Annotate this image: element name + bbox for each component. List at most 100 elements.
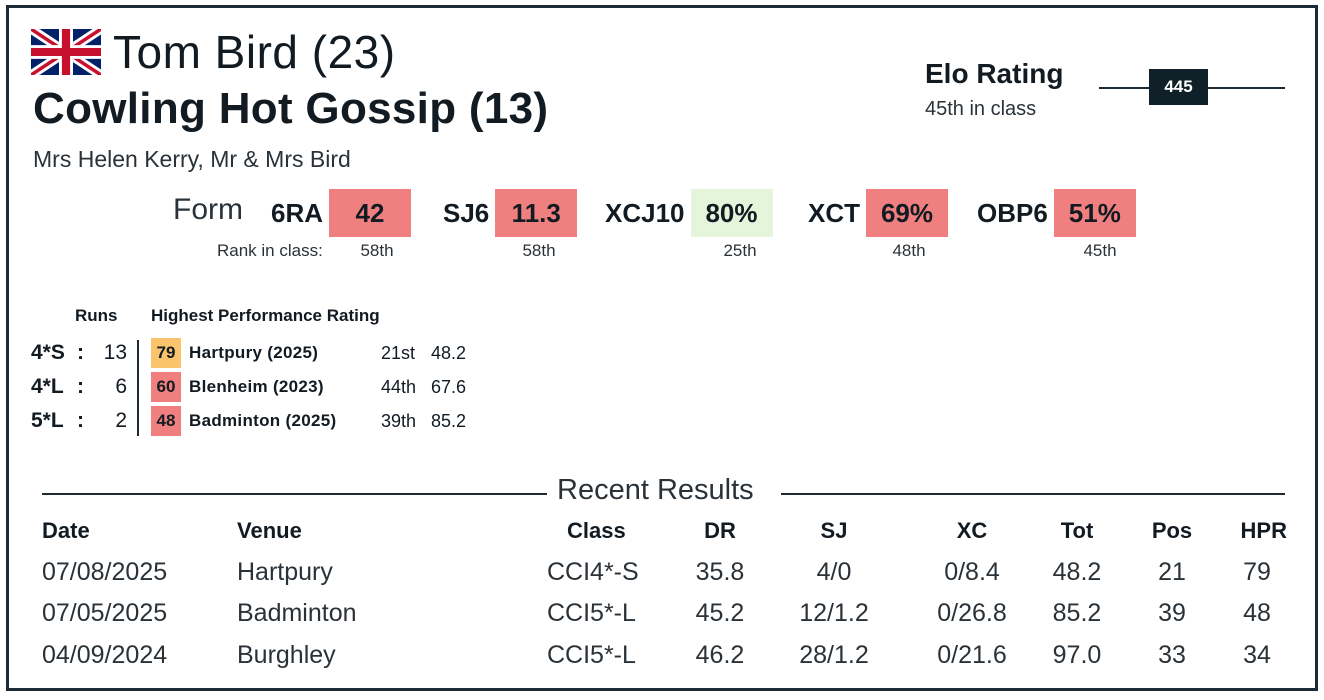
form-value: 69%: [866, 189, 948, 237]
col-header-pos: Pos: [1151, 518, 1193, 543]
form-item-6ra: 6RA 42: [271, 189, 412, 237]
runs-divider: [137, 340, 139, 436]
run-row: 5*L : 2: [31, 406, 127, 436]
form-item-obp6: OBP6 51%: [977, 189, 1136, 237]
recent-results-rule-left: [42, 493, 547, 495]
cell-class: CCI5*-L: [547, 599, 636, 627]
hpr-position: 39th: [381, 410, 417, 431]
cell-pos: 33: [1158, 641, 1186, 669]
elo-title: Elo Rating: [925, 58, 1064, 89]
cell-class: CCI5*-L: [547, 641, 636, 669]
col-header-class: Class: [567, 518, 626, 543]
form-label: Form: [173, 193, 243, 226]
form-value: 51%: [1053, 189, 1136, 237]
owners: Mrs Helen Kerry, Mr & Mrs Bird: [33, 146, 351, 172]
form-value: 11.3: [495, 189, 578, 237]
rider-row: Tom Bird (23): [31, 24, 396, 80]
col-header-sj: SJ: [820, 518, 848, 543]
hpr-value-badge: 79: [151, 338, 181, 368]
col-header-hpr: HPR: [1240, 518, 1287, 543]
form-value: 42: [329, 189, 412, 237]
cell-dr: 35.8: [695, 558, 745, 586]
cell-sj: 28/1.2: [799, 641, 869, 669]
cell-tot: 97.0: [1052, 641, 1102, 669]
cell-class: CCI4*-S: [547, 558, 639, 586]
run-colon: :: [77, 409, 84, 432]
run-count: 6: [115, 375, 127, 398]
cell-date: 07/05/2025: [42, 599, 168, 627]
col-header-venue: Venue: [237, 518, 302, 543]
cell-venue: Badminton: [237, 599, 357, 627]
form-code: SJ6: [443, 197, 490, 228]
hpr-row: 48 Badminton (2025) 39th 85.2: [151, 406, 466, 436]
run-colon: :: [77, 375, 84, 398]
cell-date: 04/09/2024: [42, 641, 168, 669]
cell-venue: Burghley: [237, 641, 336, 669]
run-class: 4*L: [31, 375, 64, 398]
form-code: XCJ10: [605, 197, 685, 228]
form-rank: 25th: [723, 241, 757, 260]
hpr-position: 21st: [381, 342, 416, 363]
form-item-sj6: SJ6 11.3: [443, 189, 578, 237]
recent-results-title: Recent Results: [557, 474, 754, 506]
horse-profile-card: Tom Bird (23) Cowling Hot Gossip (13) Mr…: [6, 5, 1318, 691]
col-header-dr: DR: [704, 518, 736, 543]
cell-xc: 0/8.4: [944, 558, 1000, 586]
run-count: 2: [115, 409, 127, 432]
hpr-score: 67.6: [431, 376, 467, 397]
horse-name: Cowling Hot Gossip (13): [33, 84, 549, 133]
run-class: 5*L: [31, 409, 64, 432]
cell-xc: 0/21.6: [937, 641, 1007, 669]
run-row: 4*S : 13: [31, 338, 127, 368]
cell-xc: 0/26.8: [937, 599, 1007, 627]
form-rank: 58th: [522, 241, 556, 260]
hpr-event: Badminton (2025): [189, 411, 337, 430]
form-code: 6RA: [271, 197, 324, 228]
cell-venue: Hartpury: [237, 558, 333, 586]
cell-sj: 12/1.2: [799, 599, 869, 627]
elo-class-rank: 45th in class: [925, 98, 1037, 120]
form-item-xcj10: XCJ10 80%: [605, 189, 773, 237]
cell-pos: 21: [1158, 558, 1186, 586]
col-header-xc: XC: [956, 518, 988, 543]
rider-name: Tom Bird (23): [113, 26, 396, 78]
cell-hpr: 48: [1243, 599, 1271, 627]
form-rank: 45th: [1083, 241, 1117, 260]
cell-tot: 85.2: [1052, 599, 1102, 627]
hpr-row: 79 Hartpury (2025) 21st 48.2: [151, 338, 466, 368]
hpr-row: 60 Blenheim (2023) 44th 67.6: [151, 372, 466, 402]
run-count: 13: [103, 341, 127, 364]
form-rank: 48th: [892, 241, 926, 260]
cell-date: 07/08/2025: [42, 558, 168, 586]
hpr-value-badge: 48: [151, 406, 181, 436]
cell-hpr: 34: [1243, 641, 1271, 669]
hpr-header: Highest Performance Rating: [151, 306, 380, 325]
hpr-event: Hartpury (2025): [189, 343, 319, 362]
hpr-value-badge: 60: [151, 372, 181, 402]
hpr-event: Blenheim (2023): [189, 377, 324, 396]
form-code: XCT: [808, 197, 860, 228]
runs-header: Runs: [75, 306, 118, 325]
cell-hpr: 79: [1243, 558, 1271, 586]
cell-dr: 45.2: [695, 599, 745, 627]
form-item-xct: XCT 69%: [808, 189, 948, 237]
col-header-date: Date: [42, 518, 90, 543]
cell-tot: 48.2: [1052, 558, 1102, 586]
cell-sj: 4/0: [816, 558, 852, 586]
run-colon: :: [77, 341, 84, 364]
hpr-position: 44th: [381, 376, 417, 397]
run-row: 4*L : 6: [31, 372, 127, 402]
recent-results-rule-right: [781, 493, 1285, 495]
elo-badge: 445: [1149, 69, 1208, 105]
cell-pos: 39: [1158, 599, 1186, 627]
col-header-tot: Tot: [1060, 518, 1094, 543]
form-rank: 58th: [360, 241, 394, 260]
form-code: OBP6: [977, 197, 1048, 228]
uk-flag-icon: [31, 29, 101, 75]
run-class: 4*S: [31, 341, 65, 364]
cell-dr: 46.2: [695, 641, 745, 669]
hpr-score: 85.2: [431, 410, 467, 431]
rank-in-class-label: Rank in class:: [217, 241, 323, 260]
hpr-score: 48.2: [431, 342, 467, 363]
form-value: 80%: [690, 189, 773, 237]
